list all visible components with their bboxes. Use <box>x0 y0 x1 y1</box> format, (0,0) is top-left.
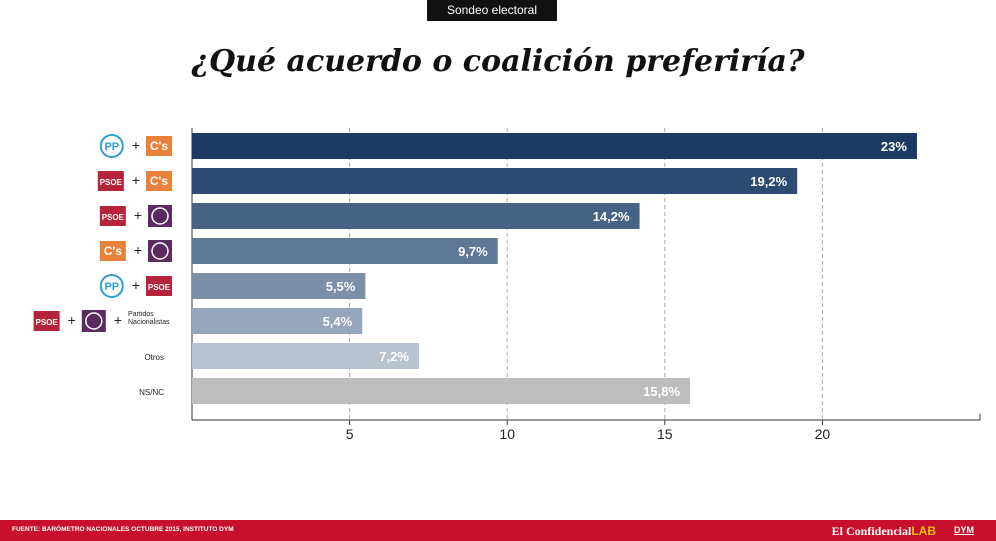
logo <box>97 171 124 191</box>
source: FUENTE: BARÓMETRO NACIONALES OCTUBRE 201… <box>12 526 234 533</box>
chart: 5 10 15 20 23% C's + PP 19,2% C's + PSOE 14,2% + PSOE 9… <box>33 128 981 442</box>
logo <box>146 171 172 191</box>
bar <box>192 133 917 159</box>
value-label: 9,7% <box>458 244 488 259</box>
logo-text: PSOE <box>36 318 59 327</box>
bar <box>192 343 419 369</box>
logo-text: PP <box>104 141 119 153</box>
logo-text: C's <box>150 174 169 188</box>
logo-ring <box>151 207 169 225</box>
bar <box>192 203 640 229</box>
chart-title: ¿Qué acuerdo o coalición preferiría? <box>191 44 805 79</box>
logo-text: C's <box>104 244 123 258</box>
x-tick-label: 5 <box>346 426 354 442</box>
logo-text: C's <box>150 139 169 153</box>
plus: + <box>134 242 142 258</box>
value-label: 7,2% <box>379 349 409 364</box>
brand-name: El Confidencial <box>831 524 912 538</box>
logo <box>146 276 172 296</box>
brand: El ConfidencialLAB <box>832 524 936 539</box>
plus: + <box>134 207 142 223</box>
logo <box>99 241 126 261</box>
logo <box>99 274 124 298</box>
value-label: 14,2% <box>593 209 630 224</box>
x-tick-label: 15 <box>657 426 673 442</box>
category-label: NS/NC <box>139 388 164 397</box>
value-label: 15,8% <box>643 384 680 399</box>
logo <box>146 136 172 156</box>
bar <box>192 273 366 299</box>
x-tick-label: 10 <box>499 426 515 442</box>
brand-suffix: LAB <box>911 524 936 538</box>
value-label: 5,5% <box>326 279 356 294</box>
plus: + <box>132 137 140 153</box>
plus: + <box>132 277 140 293</box>
plus: + <box>114 312 122 328</box>
value-label: 5,4% <box>323 314 353 329</box>
logo-text: PSOE <box>100 178 123 187</box>
plus: + <box>68 312 76 328</box>
bar <box>192 308 363 334</box>
bar <box>192 378 691 404</box>
logo <box>33 311 60 331</box>
plus: + <box>132 172 140 188</box>
value-label: 19,2% <box>750 174 787 189</box>
logo-ring <box>151 242 169 260</box>
footer: FUENTE: BARÓMETRO NACIONALES OCTUBRE 201… <box>0 520 996 541</box>
category-note: Partidos Nacionalistas <box>128 311 170 326</box>
logo-text: PSOE <box>102 213 125 222</box>
logo-ring <box>85 312 103 330</box>
badge: Sondeo electoral <box>427 0 557 21</box>
value-label: 23% <box>881 139 907 154</box>
logo <box>99 206 126 226</box>
partner: DYM <box>954 525 974 535</box>
category-text: Partidos Nacionalistas <box>128 311 170 326</box>
category-label: Otros <box>144 353 164 362</box>
bar <box>192 168 798 194</box>
logo-text: PP <box>104 281 119 293</box>
logo-text: PSOE <box>148 283 171 292</box>
x-tick-label: 20 <box>815 426 831 442</box>
bar <box>192 238 498 264</box>
logo <box>99 134 124 158</box>
